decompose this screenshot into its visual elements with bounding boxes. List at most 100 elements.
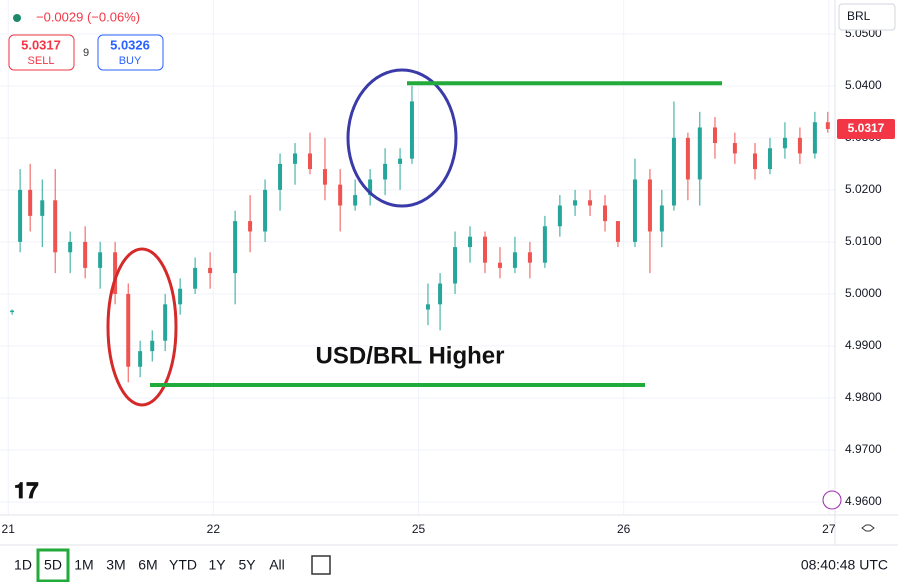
- y-tick-label: 4.9800: [845, 390, 882, 404]
- x-tick-label: 22: [207, 522, 221, 536]
- candle-body: [398, 158, 403, 164]
- candle-body: [263, 189, 268, 232]
- candle-body: [825, 122, 830, 130]
- candle-body: [557, 205, 562, 227]
- candle-body: [671, 137, 676, 206]
- candle-body: [193, 267, 198, 289]
- red-circle: [106, 247, 178, 407]
- buy-box[interactable]: [97, 34, 164, 71]
- candle-body: [322, 169, 327, 185]
- candle-body: [797, 137, 802, 154]
- toolbar: 1D 5D 1M 3M 6M YTD 1Y 5Y All: [14, 548, 285, 583]
- candle-body: [468, 236, 473, 248]
- candle-body: [40, 200, 45, 216]
- y-tick-label: 5.0200: [845, 182, 882, 196]
- candle-body: [338, 184, 343, 206]
- range-button[interactable]: 3M: [106, 557, 125, 573]
- x-tick-label: 25: [412, 522, 426, 536]
- last-price-label: 5.0317: [848, 121, 885, 135]
- candle-body: [353, 195, 358, 206]
- candle-body: [425, 304, 430, 310]
- candle-body: [603, 205, 608, 222]
- candle-body: [150, 340, 155, 352]
- settings-icon[interactable]: [861, 524, 875, 532]
- candle-body: [278, 163, 283, 190]
- sell-box[interactable]: [8, 34, 75, 71]
- candle-body: [293, 153, 298, 164]
- y-tick-label: 5.0400: [845, 78, 882, 92]
- range-button[interactable]: All: [269, 557, 285, 573]
- buy-button[interactable]: 5.0326 BUY: [97, 34, 164, 71]
- candle-body: [615, 221, 620, 242]
- candle-body: [383, 163, 388, 180]
- x-tick-label: 27: [822, 522, 836, 536]
- market-dot: [13, 14, 21, 22]
- sell-label[interactable]: SELL: [28, 55, 55, 67]
- candle-body: [368, 179, 373, 196]
- candle-body: [497, 262, 502, 268]
- candle-body: [233, 221, 238, 274]
- annotation: USD/BRL Higher: [316, 342, 505, 369]
- candle-body: [573, 200, 578, 206]
- range-button[interactable]: 5D: [44, 557, 62, 573]
- calendar-icon[interactable]: [311, 555, 331, 575]
- grid: [0, 0, 835, 515]
- candle-body: [697, 127, 702, 180]
- range-button[interactable]: 1D: [14, 557, 32, 573]
- candle-body: [53, 200, 58, 253]
- candle-body: [647, 179, 652, 232]
- candle-body: [512, 252, 517, 268]
- y-tick-label: 4.9700: [845, 442, 882, 456]
- range-active-box: [36, 548, 70, 583]
- range-button[interactable]: 6M: [138, 557, 157, 573]
- candle-body: [68, 241, 73, 253]
- candle-body: [732, 143, 737, 154]
- candle-body: [659, 205, 664, 232]
- currency[interactable]: BRL: [847, 9, 871, 23]
- x-tick-label: 26: [617, 522, 631, 536]
- clock: 08:40:48 UTC: [801, 557, 888, 573]
- events-icon[interactable]: [822, 490, 842, 510]
- candle-body: [248, 221, 253, 232]
- currency-box[interactable]: [838, 3, 896, 31]
- buy-price[interactable]: 5.0326: [110, 37, 150, 52]
- candle-body: [482, 236, 487, 263]
- candle-body: [113, 252, 118, 294]
- candle-body: [208, 267, 213, 274]
- candle-body: [83, 241, 88, 268]
- candle-body: [453, 247, 458, 284]
- candle-body: [527, 252, 532, 263]
- candle-body: [712, 127, 717, 144]
- candle-body: [588, 200, 593, 206]
- logo: 𝟏𝟕: [14, 478, 39, 503]
- candle-body: [685, 137, 690, 180]
- candle-body: [10, 310, 15, 313]
- last-price-tag: [837, 119, 895, 140]
- candle-body: [752, 153, 757, 170]
- candle-body: [28, 189, 33, 216]
- candle-body: [98, 252, 103, 268]
- y-tick-label: 5.0100: [845, 234, 882, 248]
- sell-price[interactable]: 5.0317: [21, 37, 61, 52]
- candle-body: [542, 226, 547, 263]
- x-tick-label: 21: [2, 522, 16, 536]
- range-button[interactable]: YTD: [169, 557, 197, 573]
- candle-body: [163, 304, 168, 341]
- candle-body: [138, 351, 143, 367]
- candle-body: [632, 179, 637, 242]
- change: −0.0029 (−0.06%): [36, 9, 140, 24]
- candle-body: [409, 101, 414, 159]
- y-tick-label: 4.9900: [845, 338, 882, 352]
- range-button[interactable]: 1M: [74, 557, 93, 573]
- sell-button[interactable]: 5.0317 SELL: [8, 34, 75, 71]
- candle-body: [307, 153, 312, 170]
- range-button[interactable]: 1Y: [208, 557, 226, 573]
- range-button[interactable]: 5Y: [238, 557, 256, 573]
- candle-body: [782, 137, 787, 149]
- y-tick-label: 5.0000: [845, 286, 882, 300]
- candle-body: [767, 148, 772, 170]
- candle-body: [438, 283, 443, 305]
- blue-circle: [346, 68, 458, 208]
- buy-label[interactable]: BUY: [119, 55, 142, 67]
